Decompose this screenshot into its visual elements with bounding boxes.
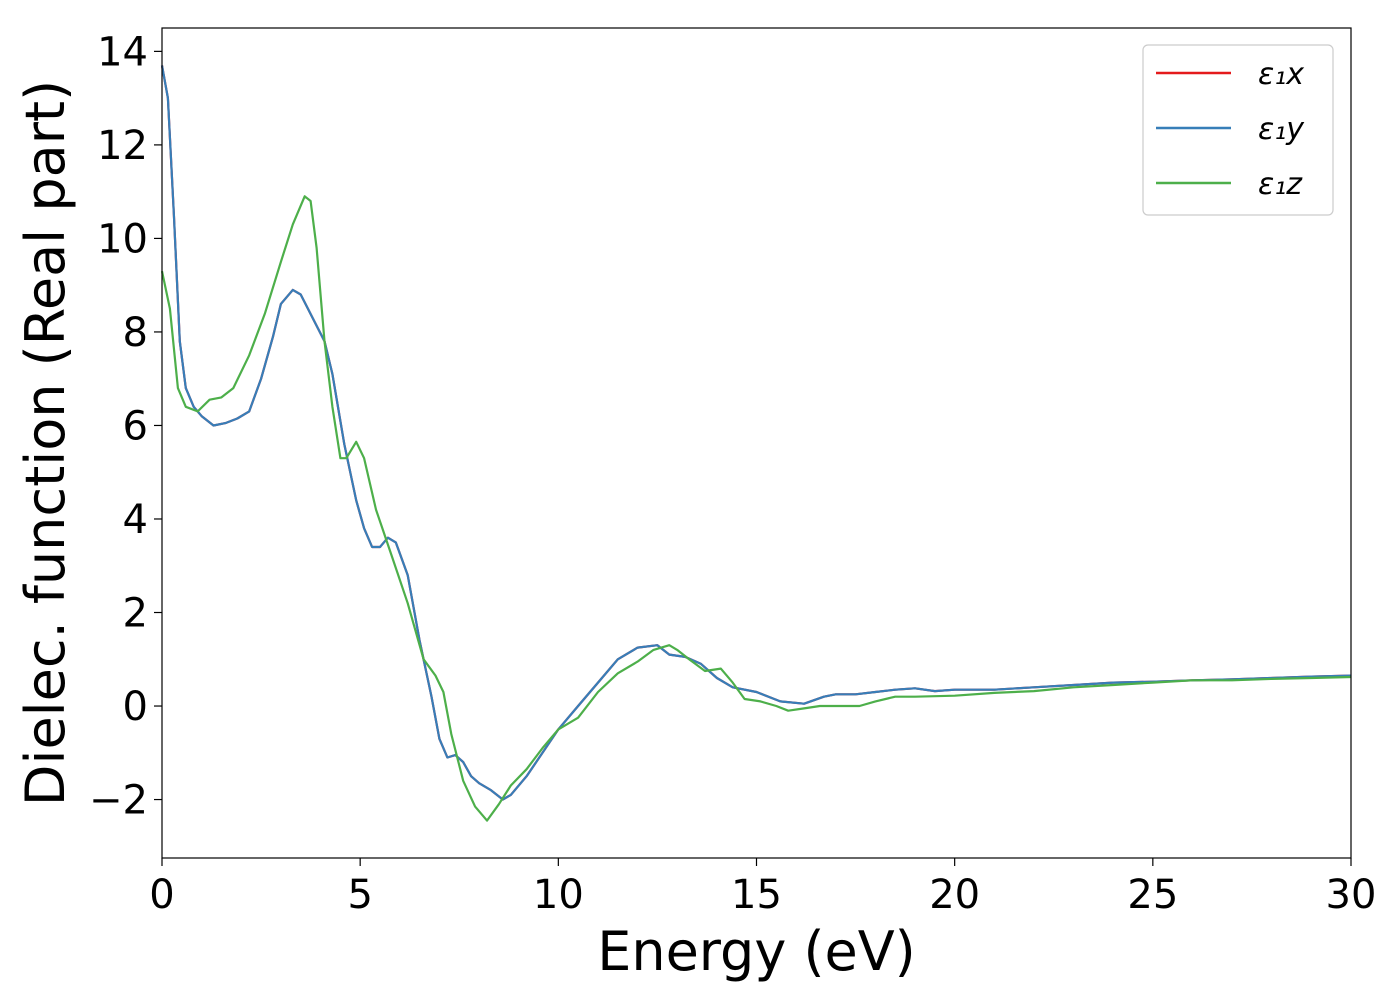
y-tick-label: 6 xyxy=(123,403,148,449)
x-tick-label: 10 xyxy=(533,872,584,918)
x-axis-title: Energy (eV) xyxy=(597,920,916,983)
y-tick-label: 12 xyxy=(97,123,148,169)
legend: ε₁x ε₁y ε₁z xyxy=(1142,44,1334,216)
y-tick-label: −2 xyxy=(89,778,148,824)
series-line-2 xyxy=(160,65,1352,801)
y-tick-label: 10 xyxy=(97,216,148,262)
y-axis-title: Dielec. function (Real part) xyxy=(14,80,77,806)
legend-box xyxy=(1142,44,1334,216)
x-tick-label: 25 xyxy=(1127,872,1178,918)
legend-label: ε₁x xyxy=(1258,57,1304,92)
legend-label: ε₁y xyxy=(1258,112,1305,147)
y-tick-label: 2 xyxy=(123,591,148,637)
y-tick-label: 4 xyxy=(123,497,148,543)
legend-label: ε₁z xyxy=(1258,167,1303,202)
x-tick-label: 0 xyxy=(149,872,174,918)
x-tick-label: 20 xyxy=(929,872,980,918)
x-tick-label: 30 xyxy=(1326,872,1377,918)
x-axis: 0 5 10 15 20 25 30 xyxy=(149,858,1376,918)
series-line-3 xyxy=(160,195,1352,822)
x-tick-label: 15 xyxy=(731,872,782,918)
x-tick-label: 5 xyxy=(347,872,372,918)
series-layer xyxy=(160,65,1352,822)
y-tick-label: 0 xyxy=(123,684,148,730)
y-tick-label: 8 xyxy=(123,310,148,356)
y-axis: −2 0 2 4 6 8 10 12 14 xyxy=(89,29,162,824)
y-tick-label: 14 xyxy=(97,29,148,75)
